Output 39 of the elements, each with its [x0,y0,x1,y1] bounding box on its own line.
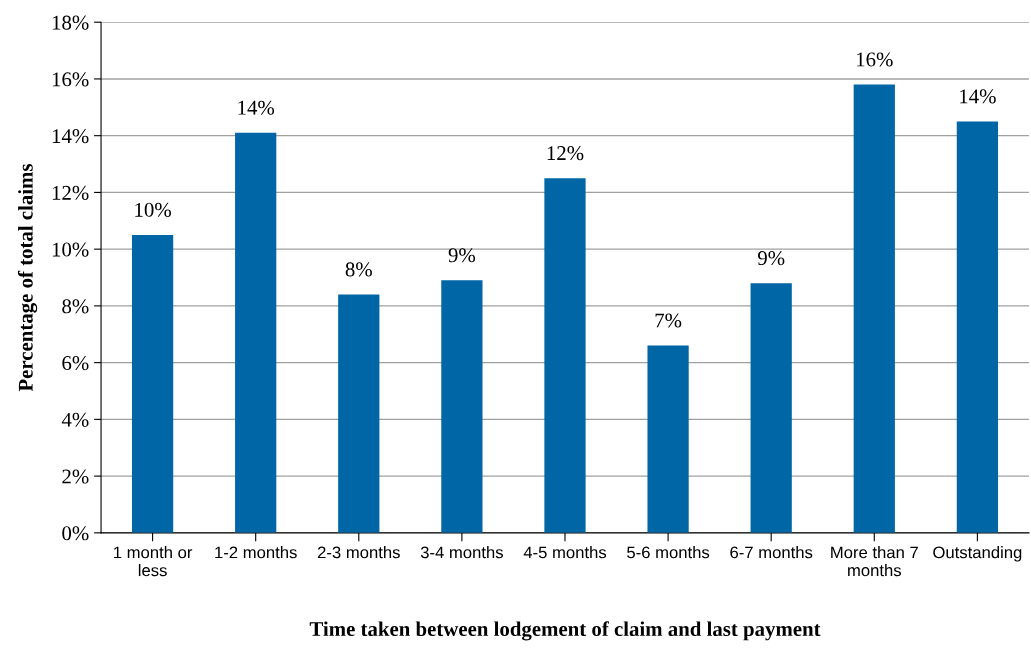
y-tick-label: 6% [62,356,89,371]
bar [131,234,174,533]
bar [235,132,277,533]
data-label: 14% [960,89,996,104]
data-label: 10% [135,202,171,217]
x-tick-label: 6-7 months [730,546,813,559]
x-tick-label: 1 month or less [114,546,193,577]
y-tick-label: 4% [61,412,89,427]
y-tick-label: 8% [62,299,89,314]
x-tick-label: Outstanding [933,546,1022,562]
data-label: 12% [547,146,584,161]
x-tick-label: 1-2 months [215,546,297,559]
y-tick-label: 18% [52,15,89,30]
data-label: 9% [448,248,476,263]
y-tick-label: 10% [52,242,89,257]
data-label: 14% [238,100,275,115]
data-label: 16% [857,52,893,67]
x-tick-label: 3-4 months [420,546,503,559]
y-tick-label: 16% [52,72,89,87]
bar [544,178,586,533]
bar [750,283,792,533]
data-label: 8% [345,262,372,277]
y-axis-title: Percentage of total claims [17,163,38,392]
bar [338,294,380,533]
bar [853,84,895,533]
data-label: 9% [757,251,785,266]
y-tick-label: 14% [52,129,89,144]
bar [441,280,483,533]
data-label: 7% [655,313,682,328]
x-tick-label: 5-6 months [627,546,710,559]
x-tick-label: 4-5 months [523,546,607,559]
bar [956,121,999,533]
x-tick-label: More than 7 months [831,546,918,577]
y-tick-label: 0% [62,526,89,541]
x-tick-label: 2-3 months [317,546,400,559]
y-tick-label: 2% [62,469,89,484]
y-tick-label: 12% [52,185,89,200]
bar [647,345,689,533]
x-axis-title: Time taken between lodgement of claim and last payment [309,621,821,641]
